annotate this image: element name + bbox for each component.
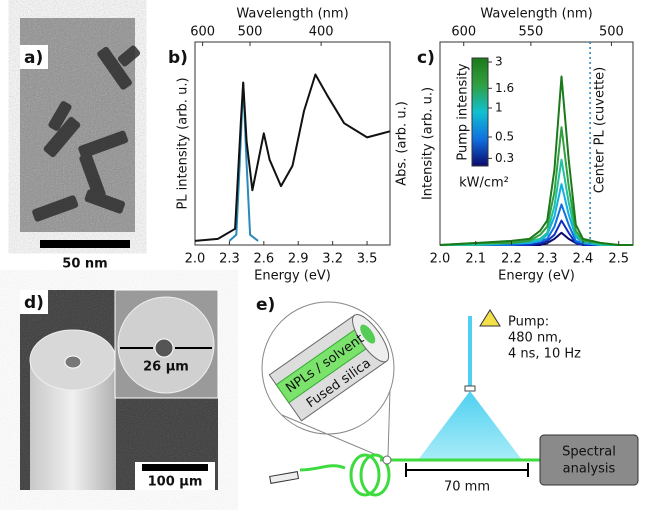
spectrometer <box>539 434 639 486</box>
colorbar-tick-label: 3 <box>495 54 503 68</box>
zoom-line <box>387 389 391 457</box>
scale-bar <box>142 464 208 471</box>
y-axis-title: Intensity (arb. u.) <box>421 87 436 200</box>
pump-text: 4 ns, 10 Hz <box>508 347 581 362</box>
fiber-coil <box>299 453 540 497</box>
x2-tick-label: 600 <box>451 25 476 40</box>
scale-bar <box>40 240 130 248</box>
series-line <box>439 75 633 246</box>
label-box <box>20 290 48 314</box>
panel-label: b) <box>168 48 188 68</box>
x2-axis-title: Wavelength (nm) <box>480 7 592 22</box>
x-tick-label: 2.6 <box>253 252 274 267</box>
x2-tick-label: 550 <box>518 25 543 40</box>
plot-frame <box>194 41 391 246</box>
pump-text: Pump: <box>508 315 549 330</box>
colorbar-tick-label: 1 <box>495 100 503 114</box>
tem-panel: a) 50 nm <box>20 18 141 272</box>
pump-text: 480 nm, <box>508 331 562 346</box>
x2-tick-label: 500 <box>238 25 263 40</box>
x-tick-label: 2.3 <box>219 252 240 267</box>
y2-axis-title: Abs. (arb. u.) <box>395 101 410 186</box>
x2-axis-title: Wavelength (nm) <box>236 7 348 22</box>
core-end <box>360 324 376 344</box>
x-tick-label: 2.0 <box>185 252 206 267</box>
label-box <box>20 45 48 69</box>
x2-tick-label: 500 <box>599 25 624 40</box>
zoom-line <box>281 414 385 459</box>
panel-label: d) <box>24 293 44 313</box>
x2-tick-label: 600 <box>190 25 215 40</box>
x-axis-title: Energy (eV) <box>498 269 575 284</box>
x-axis-title: Energy (eV) <box>254 269 331 284</box>
x-tick-label: 2.1 <box>465 252 486 267</box>
annotation: Center PL (cuvette) <box>593 67 608 194</box>
colorbar <box>471 57 489 167</box>
x-tick-label: 3.5 <box>357 252 378 267</box>
laser-warning <box>479 309 501 327</box>
scale-bar-label: 100 µm <box>148 475 203 490</box>
x-tick-label: 2.5 <box>608 252 629 267</box>
lens <box>464 385 476 392</box>
panel-label: a) <box>24 48 43 68</box>
pump-cone <box>418 391 522 460</box>
x-tick-label: 2.9 <box>288 252 309 267</box>
x2-tick-label: 400 <box>309 25 334 40</box>
x-tick-label: 2.4 <box>573 252 594 267</box>
y-axis-title: PL intensity (arb. u.) <box>176 77 191 209</box>
colorbar-tick-label: 0.3 <box>495 151 514 165</box>
x-tick-label: 3.2 <box>322 252 343 267</box>
fiber-joint <box>382 455 392 465</box>
colorbar-title: Pump intensity <box>456 63 471 161</box>
detector-label: Spectral <box>562 445 616 460</box>
syringe <box>269 471 300 484</box>
x-tick-label: 2.3 <box>537 252 558 267</box>
x-tick-label: 2.2 <box>501 252 522 267</box>
setup-panel: e) NPLs / solvent Fused silica Pump: 480… <box>256 295 639 497</box>
colorbar-tick-label: 0.5 <box>495 129 514 143</box>
panel-label: e) <box>256 295 275 315</box>
detector-label: analysis <box>563 462 616 477</box>
colorbar-tick-label: 1.6 <box>495 81 514 95</box>
distance-label: 70 mm <box>444 480 490 495</box>
inset-core <box>154 338 174 358</box>
series-line <box>194 73 391 242</box>
fiber-core <box>64 355 82 369</box>
nanoplatelets <box>32 45 141 222</box>
scale-bar-label: 50 nm <box>62 257 107 272</box>
panel-label: c) <box>417 48 435 68</box>
diameter-label: 26 µm <box>143 360 189 375</box>
x-tick-label: 2.0 <box>430 252 451 267</box>
colorbar-unit: kW/cm² <box>459 176 509 191</box>
sem-panel: 26 µm d) 100 µm <box>20 289 219 490</box>
